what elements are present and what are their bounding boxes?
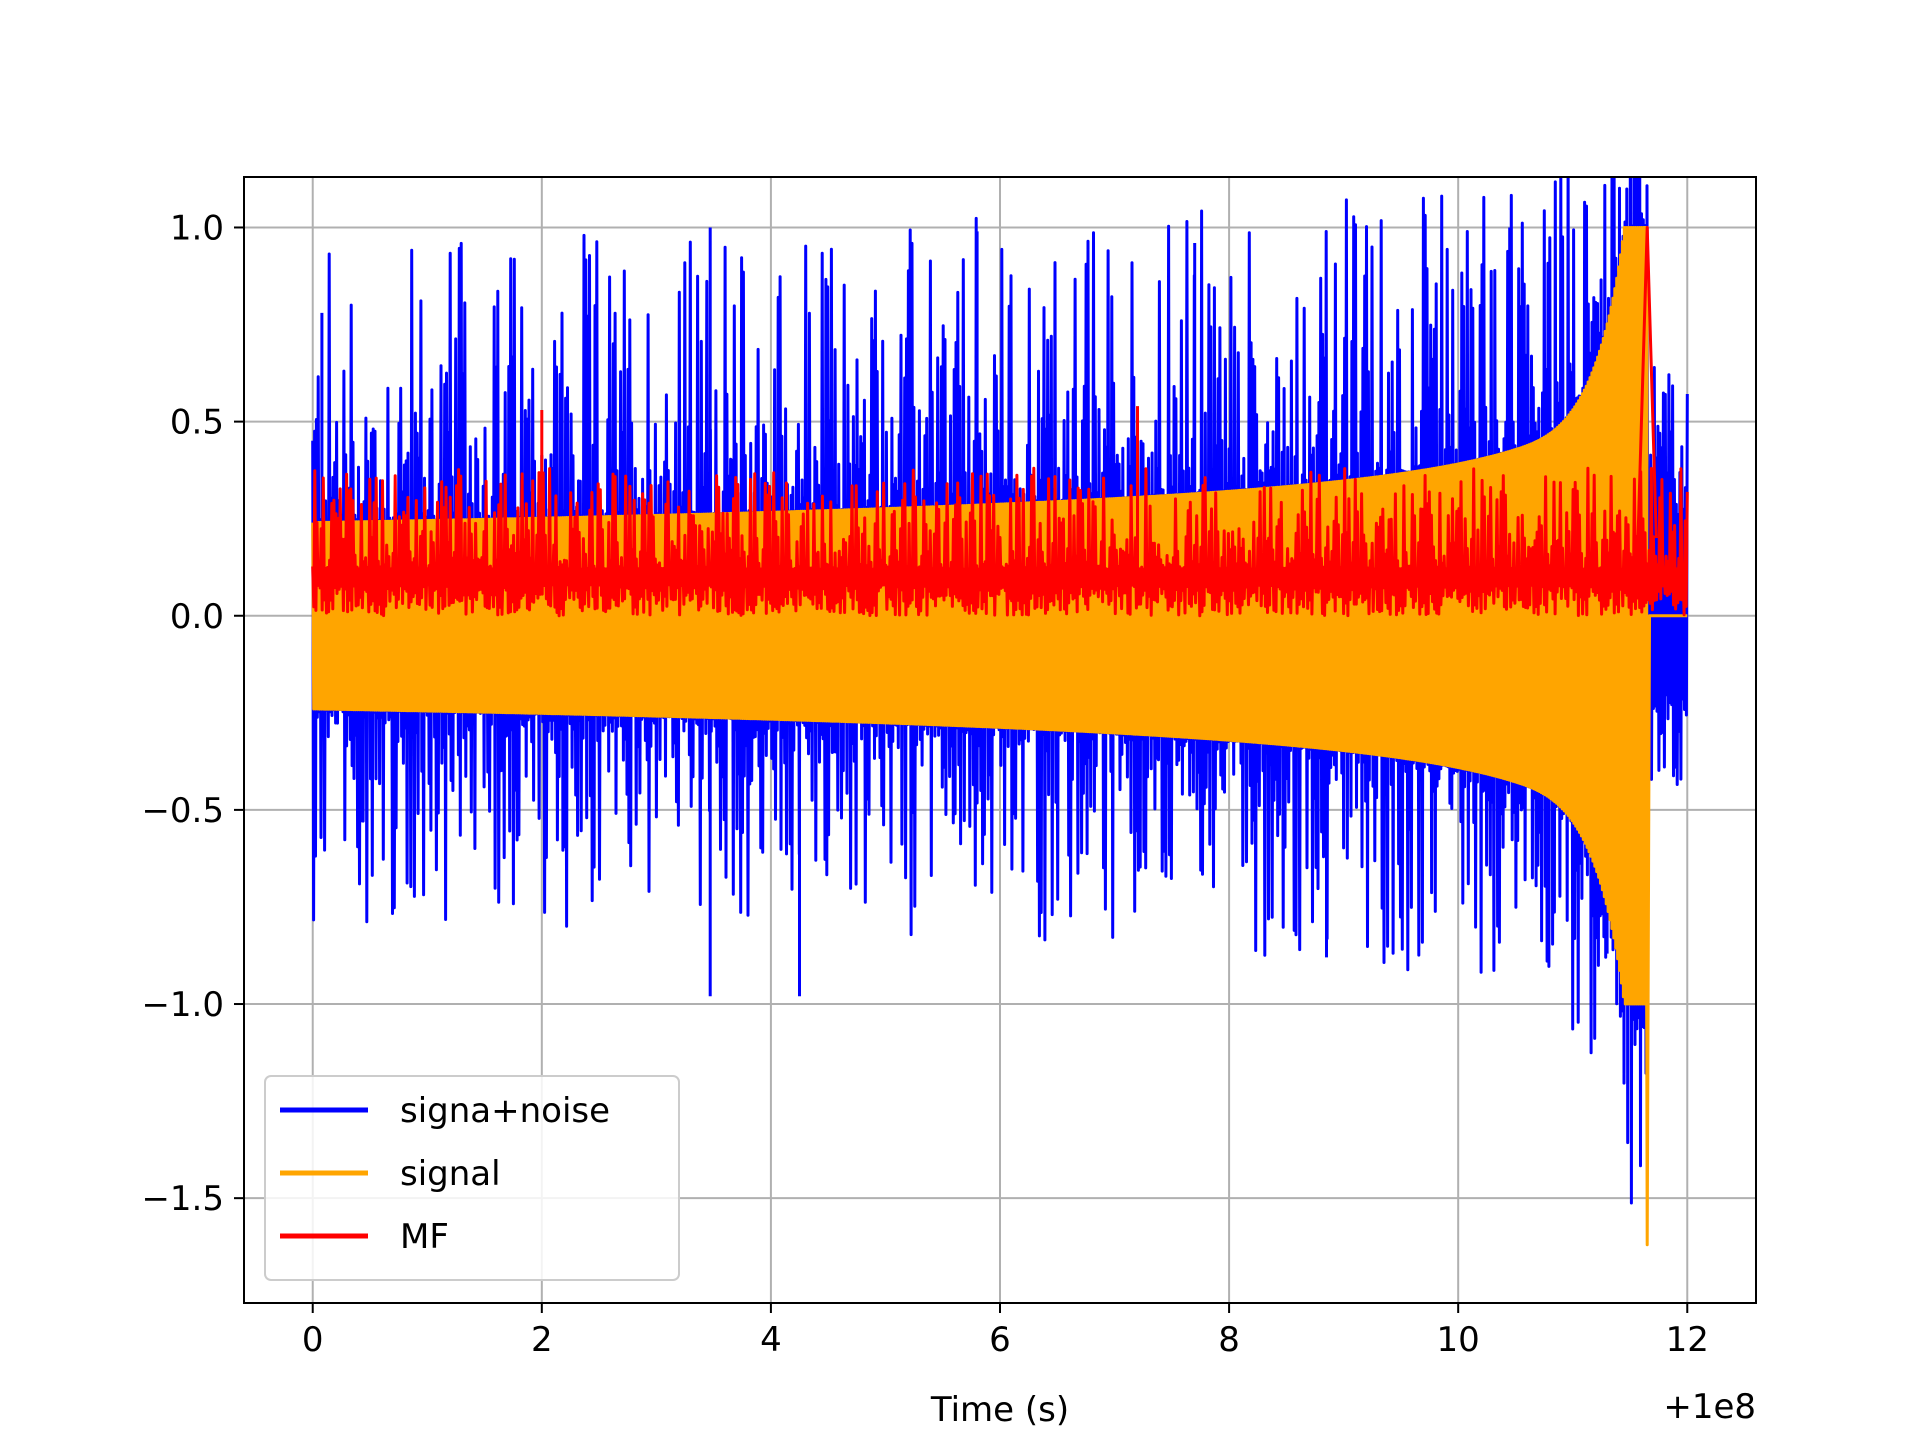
legend-label-signal-noise: signa+noise <box>400 1091 610 1131</box>
series-line-mf <box>311 226 1689 618</box>
x-tick-label: 12 <box>1666 1320 1709 1360</box>
y-tick-label: 1.0 <box>170 208 224 248</box>
y-tick-label: −1.5 <box>141 1179 224 1219</box>
series-layer <box>311 177 1689 1247</box>
x-tick-label: 10 <box>1437 1320 1480 1360</box>
x-tick-label: 8 <box>1218 1320 1240 1360</box>
x-tick-label: 6 <box>989 1320 1011 1360</box>
x-tick-label: 2 <box>531 1320 553 1360</box>
legend-label-signal: signal <box>400 1154 501 1194</box>
legend: signa+noise signal MF <box>264 1075 680 1281</box>
y-tick-label: 0.0 <box>170 597 224 637</box>
y-tick-label: 0.5 <box>170 403 224 443</box>
x-tick-label: 0 <box>302 1320 324 1360</box>
y-tick-label: −1.0 <box>141 985 224 1025</box>
legend-label-mf: MF <box>400 1217 449 1257</box>
ticks: 0 2 4 6 8 10 12 −1.5 −1.0 −0.5 0.0 0.5 1.0 <box>141 208 1708 1360</box>
legend-box <box>264 1075 680 1281</box>
x-offset-text: +1e8 <box>1663 1387 1756 1427</box>
y-tick-label: −0.5 <box>141 791 224 831</box>
x-axis-label: Time (s) <box>930 1390 1069 1430</box>
x-tick-label: 4 <box>760 1320 782 1360</box>
